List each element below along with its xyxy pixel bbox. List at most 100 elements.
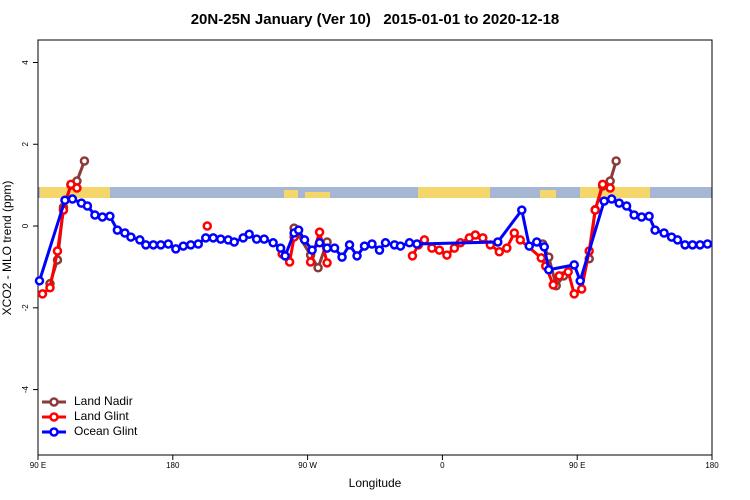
point	[614, 198, 624, 208]
point	[672, 235, 683, 245]
point	[259, 234, 269, 244]
land-strip	[40, 187, 110, 198]
point	[517, 205, 527, 215]
x-axis-label: Longitude	[349, 476, 402, 490]
point	[141, 240, 151, 250]
point	[201, 233, 211, 243]
land-strip	[540, 190, 556, 198]
x-tick-label: 90 E	[30, 461, 46, 470]
legend-marker	[49, 397, 59, 407]
point	[193, 239, 204, 249]
ocean-strip	[38, 187, 712, 198]
point	[90, 210, 100, 220]
y-tick-label: 0	[21, 223, 30, 228]
point	[171, 244, 181, 254]
point	[543, 265, 554, 275]
x-tick-label: 90 W	[298, 461, 317, 470]
point	[680, 240, 690, 250]
point	[493, 237, 503, 247]
point	[395, 241, 406, 251]
point	[621, 201, 632, 211]
point	[337, 252, 347, 262]
legend-marker	[49, 412, 59, 422]
x-tick-label: 0	[440, 461, 445, 470]
chart-title: 20N-25N January (Ver 10) 2015-01-01 to 2…	[191, 11, 560, 28]
point	[532, 237, 542, 247]
point	[202, 221, 212, 231]
point	[322, 258, 332, 268]
point	[79, 156, 90, 166]
point	[509, 228, 520, 238]
point	[67, 194, 78, 204]
point	[412, 239, 422, 249]
point	[536, 253, 547, 263]
point	[313, 262, 323, 273]
y-tick-label: 4	[21, 60, 30, 65]
point	[45, 283, 55, 293]
point	[112, 225, 123, 235]
point	[329, 243, 340, 253]
y-tick-label: -4	[21, 385, 30, 393]
point	[629, 210, 639, 220]
point	[569, 260, 579, 270]
point	[251, 234, 262, 244]
point	[82, 201, 93, 211]
point	[344, 240, 355, 250]
point	[284, 257, 295, 267]
legend-label: Ocean Glint	[74, 424, 138, 438]
point	[322, 243, 332, 253]
x-tick-label: 180	[166, 461, 180, 470]
point	[434, 245, 445, 255]
point	[135, 235, 145, 245]
point	[156, 240, 166, 250]
point	[650, 225, 660, 235]
point	[34, 276, 45, 286]
point	[702, 239, 713, 249]
point	[126, 232, 136, 242]
point	[268, 238, 278, 248]
point	[404, 238, 415, 248]
point	[695, 240, 705, 250]
point	[163, 239, 174, 249]
point	[105, 211, 115, 221]
point	[576, 284, 587, 294]
point	[229, 237, 239, 247]
point	[314, 227, 325, 237]
point	[575, 276, 585, 286]
point	[37, 289, 48, 299]
point	[605, 183, 615, 193]
point	[374, 245, 385, 255]
point	[208, 233, 218, 243]
point	[644, 211, 654, 221]
point	[548, 280, 558, 290]
point	[72, 183, 82, 193]
x-tick-label: 90 E	[569, 461, 585, 470]
y-tick-label: 2	[21, 141, 30, 146]
legend-marker	[49, 427, 59, 437]
point	[244, 229, 254, 239]
point	[590, 205, 600, 215]
point	[659, 228, 669, 238]
point	[470, 230, 481, 240]
point	[449, 243, 460, 253]
point	[563, 267, 573, 277]
land-strip	[418, 187, 490, 198]
x-tick-label: 180	[705, 461, 719, 470]
point	[367, 239, 377, 249]
point	[539, 242, 549, 252]
point	[186, 240, 196, 250]
point	[215, 234, 226, 244]
point	[280, 251, 290, 261]
point	[307, 245, 317, 255]
point	[52, 246, 63, 256]
point	[299, 235, 310, 245]
point	[97, 212, 108, 222]
legend-label: Land Glint	[74, 409, 129, 423]
point	[60, 195, 70, 206]
point	[314, 238, 325, 248]
legend-label: Land Nadir	[74, 394, 133, 408]
point	[687, 240, 698, 250]
